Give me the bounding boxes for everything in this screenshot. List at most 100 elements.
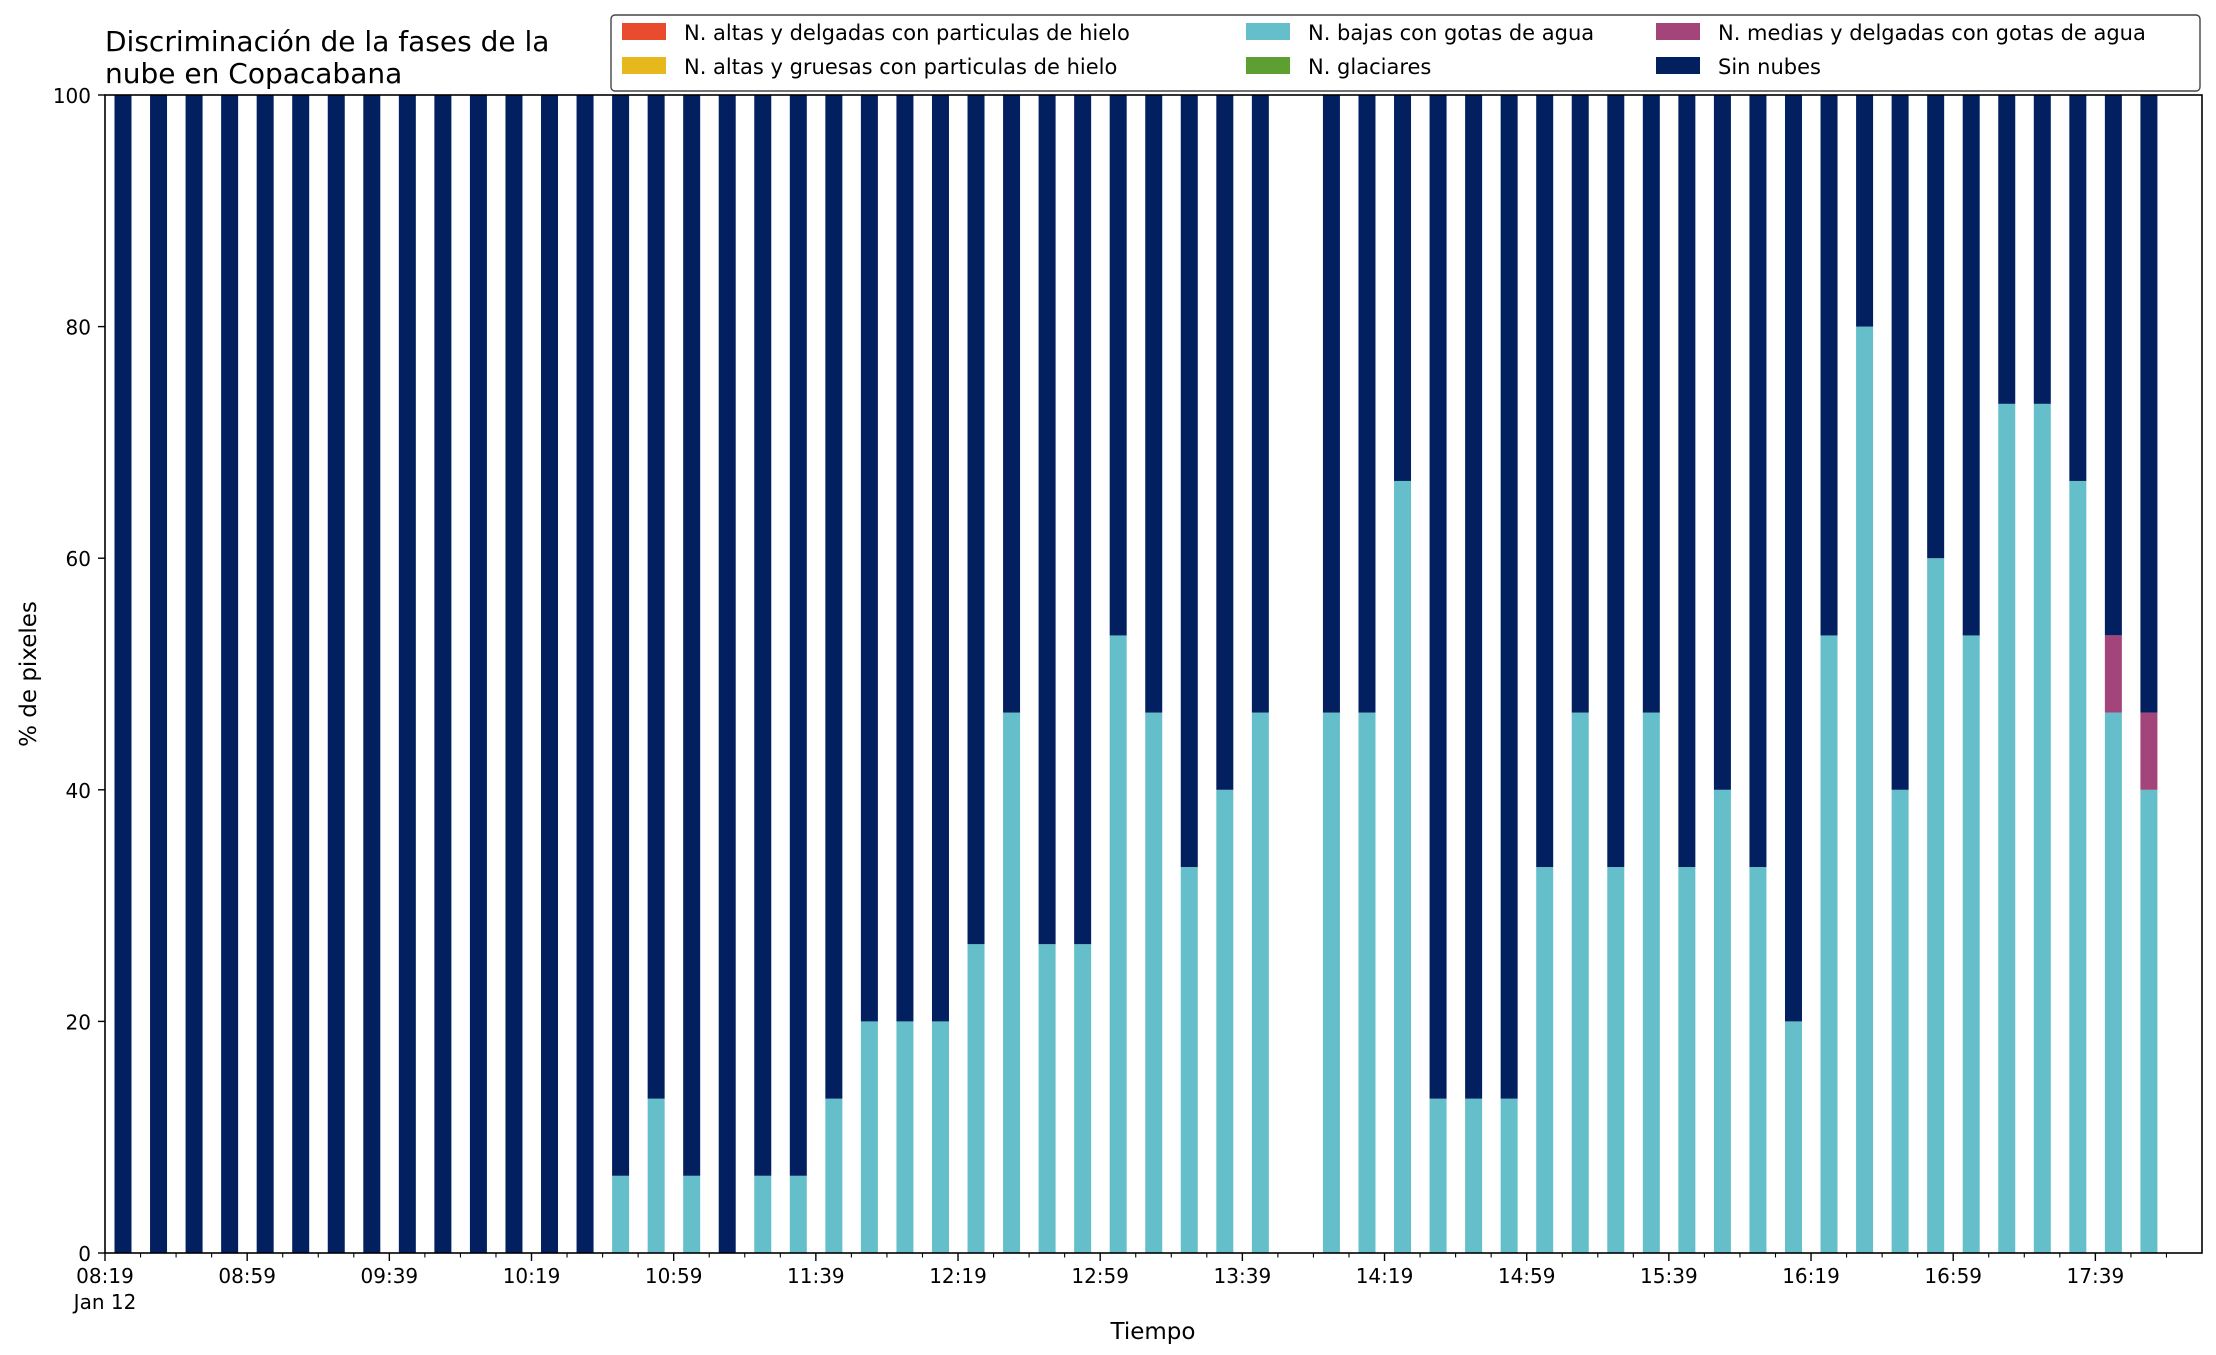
- bar-segment: [150, 95, 168, 1253]
- bar-segment: [612, 1175, 630, 1253]
- bar-segment: [469, 95, 487, 1253]
- x-tick-label: 14:19: [1356, 1264, 1414, 1288]
- bar-segment: [754, 95, 772, 1176]
- legend-label: N. bajas con gotas de agua: [1308, 21, 1594, 45]
- bar-segment: [1678, 95, 1696, 868]
- legend-label: Sin nubes: [1718, 55, 1821, 79]
- bar-segment: [1180, 867, 1198, 1253]
- bar-segment: [931, 1021, 949, 1253]
- legend-swatch: [1246, 23, 1290, 40]
- bar-segment: [931, 95, 949, 1022]
- bar-segment: [1998, 403, 2016, 1254]
- bar-segment: [2033, 403, 2051, 1254]
- bar-segment: [327, 95, 345, 1253]
- bar-segment: [1607, 867, 1625, 1253]
- legend-label: N. medias y delgadas con gotas de agua: [1718, 21, 2146, 45]
- bar-segment: [683, 95, 701, 1176]
- bar-segment: [647, 95, 665, 1099]
- x-tick-label: 16:59: [1924, 1264, 1982, 1288]
- bar-segment: [1465, 95, 1483, 1099]
- y-tick-label: 20: [66, 1010, 91, 1034]
- bar-segment: [185, 95, 203, 1253]
- bar-segment: [1678, 867, 1696, 1253]
- legend-swatch: [622, 57, 666, 74]
- bar-segment: [2069, 95, 2087, 481]
- x-tick-label: 08:59: [218, 1264, 276, 1288]
- bar-segment: [1927, 558, 1945, 1253]
- legend-label: N. altas y gruesas con particulas de hie…: [684, 55, 1117, 79]
- chart-title: Discriminación de la fases de la nube en…: [105, 25, 558, 90]
- bar-segment: [825, 1098, 843, 1253]
- legend-swatch: [1656, 23, 1700, 40]
- x-tick-label: 08:19: [76, 1264, 134, 1288]
- bar-segment: [1358, 95, 1376, 713]
- bar-segment: [2069, 480, 2087, 1254]
- y-tick-label: 80: [66, 316, 91, 340]
- bar-segment: [114, 95, 132, 1253]
- legend: N. altas y delgadas con particulas de hi…: [610, 14, 2201, 92]
- bar-segment: [1642, 95, 1660, 713]
- legend-swatch: [622, 23, 666, 40]
- bar-segment: [1891, 95, 1909, 790]
- bar-segment: [1571, 95, 1589, 713]
- bar-segment: [2104, 712, 2122, 1253]
- bar-segment: [2140, 712, 2158, 790]
- x-tick-label: 12:59: [1071, 1264, 1129, 1288]
- bar-segment: [1358, 712, 1376, 1253]
- bar-segment: [2140, 95, 2158, 713]
- bar-segment: [541, 95, 559, 1253]
- bar-segment: [1784, 1021, 1802, 1253]
- bar-segment: [1571, 712, 1589, 1253]
- bar-segment: [1856, 95, 1874, 327]
- legend-swatch: [1656, 57, 1700, 74]
- bar-segment: [1180, 95, 1198, 868]
- x-tick-label: 11:39: [787, 1264, 845, 1288]
- bar-segment: [1820, 95, 1838, 636]
- bar-segment: [1003, 95, 1021, 713]
- bar-segment: [576, 95, 594, 1253]
- legend-label: N. altas y delgadas con particulas de hi…: [684, 21, 1130, 45]
- x-date-label: Jan 12: [72, 1290, 137, 1314]
- bar-segment: [2104, 635, 2122, 713]
- bar-segment: [1322, 712, 1340, 1253]
- bar-segment: [1038, 95, 1056, 945]
- x-tick-label: 14:59: [1498, 1264, 1556, 1288]
- bar-segment: [1713, 789, 1731, 1253]
- bar-segment: [1891, 789, 1909, 1253]
- bar-segment: [2140, 789, 2158, 1253]
- x-tick-label: 10:19: [503, 1264, 561, 1288]
- bar-segment: [1251, 95, 1269, 713]
- bar-segment: [612, 95, 630, 1176]
- bar-segment: [683, 1175, 701, 1253]
- bar-segment: [1536, 867, 1554, 1253]
- bar-segment: [1216, 95, 1234, 790]
- bar-segment: [398, 95, 416, 1253]
- bar-segment: [1251, 712, 1269, 1253]
- bar-segment: [505, 95, 523, 1253]
- bar-segment: [1962, 635, 1980, 1253]
- plot-frame: [104, 94, 2203, 1254]
- bar-segment: [967, 95, 985, 945]
- bar-segment: [860, 1021, 878, 1253]
- bar-segment: [1074, 95, 1092, 945]
- bar-segment: [1784, 95, 1802, 1022]
- x-tick-label: 16:19: [1782, 1264, 1840, 1288]
- bar-segment: [1962, 95, 1980, 636]
- x-tick-label: 12:19: [929, 1264, 987, 1288]
- bar-segment: [1642, 712, 1660, 1253]
- x-axis-label: Tiempo: [1110, 1319, 1196, 1345]
- bar-segment: [1394, 480, 1412, 1254]
- bar-segment: [1749, 867, 1767, 1253]
- y-tick-label: 60: [66, 547, 91, 571]
- bar-segment: [789, 95, 807, 1176]
- bar-segment: [1820, 635, 1838, 1253]
- bar-segment: [896, 1021, 914, 1253]
- bar-segment: [860, 95, 878, 1022]
- bar-segment: [1145, 95, 1163, 713]
- bar-segment: [1003, 712, 1021, 1253]
- bar-segment: [789, 1175, 807, 1253]
- legend-label: N. glaciares: [1308, 55, 1431, 79]
- bar-segment: [363, 95, 381, 1253]
- legend-swatch: [1246, 57, 1290, 74]
- y-axis: 0 20 40 60 80 100: [53, 84, 105, 1266]
